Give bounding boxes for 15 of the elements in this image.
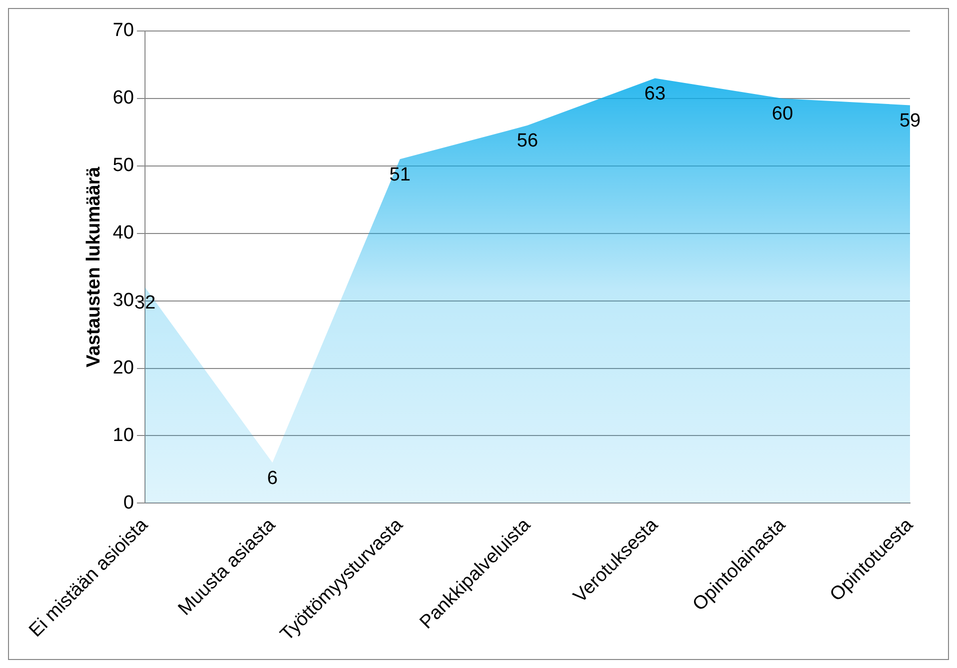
data-label: 60 <box>772 104 794 125</box>
data-label: 56 <box>516 130 538 152</box>
y-axis-title: Vastausten lukumäärä <box>84 166 105 368</box>
y-tick-label: 30 <box>112 290 134 312</box>
data-label: 32 <box>134 292 156 314</box>
data-label: 63 <box>644 83 666 104</box>
y-tick-label: 0 <box>123 492 134 514</box>
y-tick-label: 70 <box>112 20 134 42</box>
y-tick-label: 10 <box>112 424 134 446</box>
y-tick-label: 50 <box>112 155 134 176</box>
y-tick-label: 60 <box>112 88 134 109</box>
y-tick-label: 40 <box>112 222 134 244</box>
data-label: 6 <box>267 468 278 489</box>
data-label: 59 <box>899 110 921 132</box>
y-tick-label: 20 <box>112 357 134 378</box>
